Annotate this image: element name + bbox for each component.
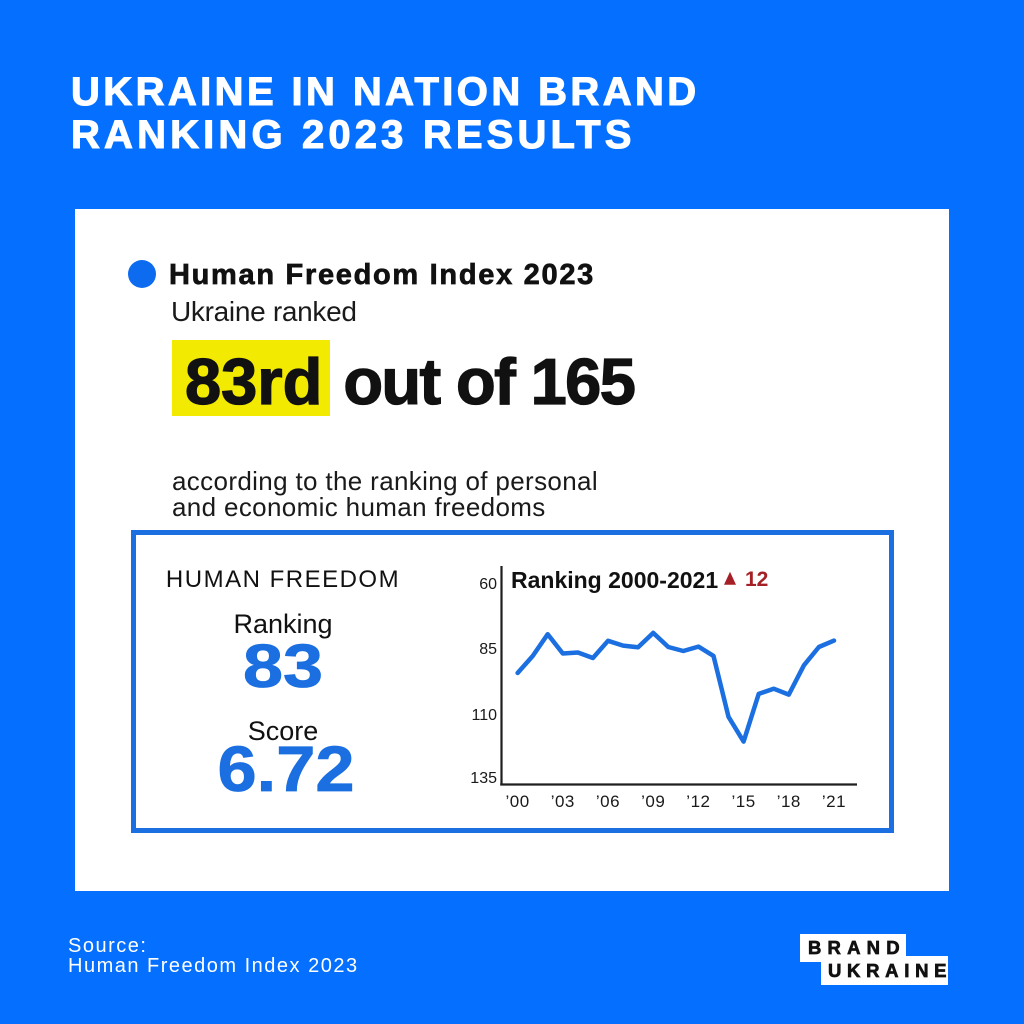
svg-text:’03: ’03	[551, 792, 575, 811]
svg-text:’15: ’15	[732, 792, 756, 811]
svg-text:Ranking 2000-2021: Ranking 2000-2021	[511, 567, 718, 593]
svg-text:12: 12	[745, 568, 768, 591]
svg-text:’06: ’06	[596, 792, 620, 811]
svg-text:60: 60	[479, 576, 497, 593]
svg-text:110: 110	[471, 707, 497, 724]
svg-text:135: 135	[470, 770, 497, 787]
svg-text:’12: ’12	[686, 792, 710, 811]
svg-text:’09: ’09	[641, 792, 665, 811]
svg-text:85: 85	[479, 641, 497, 658]
svg-text:’18: ’18	[777, 792, 801, 811]
svg-text:’21: ’21	[822, 792, 846, 811]
svg-text:’00: ’00	[506, 792, 530, 811]
